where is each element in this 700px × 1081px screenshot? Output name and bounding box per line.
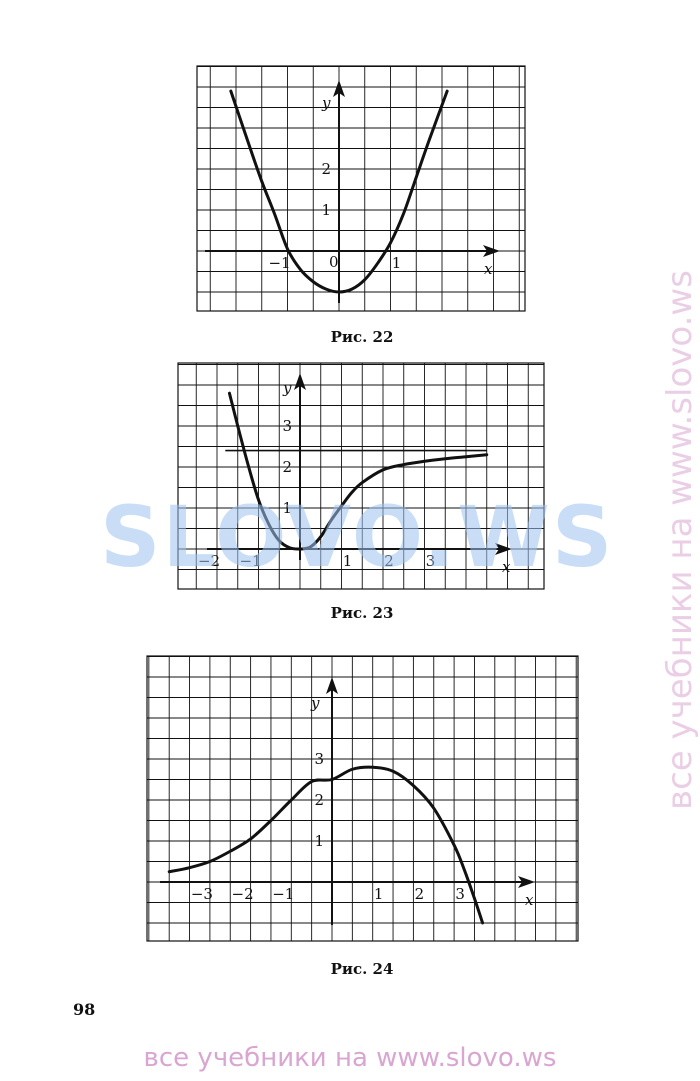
x-tick-label: 3 [426,552,436,570]
y-tick-label: 3 [314,750,324,768]
x-axis-arrow [495,543,512,555]
function-curve [229,89,449,294]
y-tick-label: 2 [321,160,331,178]
x-axis-label: x [502,558,511,576]
y-tick-label: 2 [314,791,324,809]
x-tick-label: −2 [232,885,254,903]
x-tick-label: 2 [384,552,394,570]
grid-frame [146,655,579,942]
grid [178,363,544,589]
x-tick-label: −2 [198,552,220,570]
function-curve [227,391,489,551]
y-axis-arrow [326,677,338,694]
x-tick-label: 3 [455,885,465,903]
x-tick-label: 1 [343,552,353,570]
y-axis-label: y [282,379,292,397]
function-curve [167,765,485,925]
y-tick-label: 3 [282,417,292,435]
page-number: 98 [73,1000,96,1019]
x-axis-arrow [518,876,535,888]
x-axis-label: x [484,260,493,278]
y-tick-label: 2 [282,458,292,476]
x-tick-label: 1 [392,254,402,272]
x-tick-label: −1 [268,254,290,272]
x-tick-label: −3 [191,885,213,903]
figure-22-caption: Рис. 22 [330,328,394,346]
grid-frame [196,65,526,312]
x-axis-label: x [525,891,534,909]
x-tick-label: −1 [239,552,261,570]
figure-23-caption: Рис. 23 [330,604,394,622]
figure-24-caption: Рис. 24 [330,960,394,978]
y-tick-label: 1 [314,832,324,850]
grid-frame [177,362,545,590]
y-tick-label: 1 [282,499,292,517]
y-axis-label: y [310,694,320,712]
x-tick-label: −1 [272,885,294,903]
y-axis-label: y [321,94,331,112]
x-tick-label: 1 [374,885,384,903]
y-tick-label: 1 [321,201,331,219]
watermark-bottom: все учебники на www.slovo.ws [143,1043,557,1073]
x-axis-arrow [483,245,500,257]
watermark-side: все учебники на www.slovo.ws [660,270,700,810]
y-axis-arrow [333,80,345,97]
origin-label: 0 [329,253,339,271]
y-axis-arrow [294,373,306,390]
x-tick-label: 2 [415,885,425,903]
